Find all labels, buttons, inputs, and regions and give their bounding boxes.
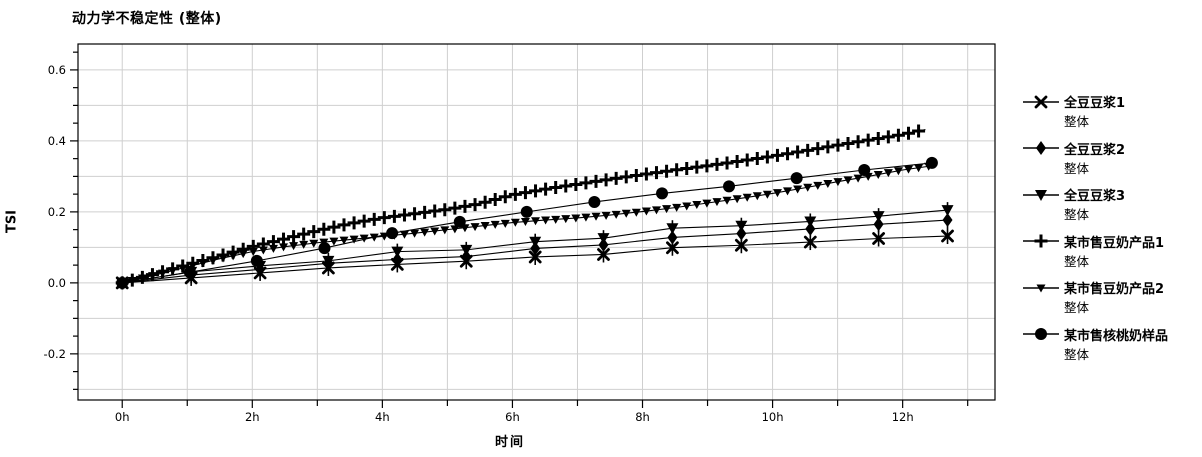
x-marker-icon [1023,95,1059,108]
chart-title: 动力学不稳定性 (整体) [72,11,222,27]
legend-sublabel: 整体 [1064,207,1090,222]
legend-label: 全豆豆浆1 [1064,96,1126,111]
legend-label: 全豆豆浆2 [1064,142,1126,158]
svg-text:12h: 12h [892,410,914,424]
y-axis-title: TSI [4,209,20,234]
legend-sublabel: 整体 [1064,300,1090,315]
svg-text:0h: 0h [115,410,130,424]
svg-text:0.6: 0.6 [48,63,66,77]
svg-text:-0.2: -0.2 [44,347,66,361]
svg-text:0.2: 0.2 [48,205,66,219]
legend-sublabel: 整体 [1064,160,1090,176]
triangle-down-marker-icon [1023,189,1059,201]
legend-label: 某市售核桃奶样品 [1064,328,1169,344]
legend: 全豆豆浆1 整体 全豆豆浆2 整体 全豆豆浆3 整体 某市售豆奶产品1 整体 [1022,92,1200,371]
svg-text:4h: 4h [375,410,390,424]
legend-sublabel: 整体 [1064,346,1090,362]
svg-text:8h: 8h [635,410,650,424]
svg-text:0.4: 0.4 [48,134,66,148]
svg-text:2h: 2h [245,410,260,424]
circle-marker-icon [1023,328,1059,340]
legend-label: 某市售豆奶产品2 [1064,282,1165,297]
legend-item: 某市售豆奶产品2 整体 [1022,278,1200,325]
x-axis-title: 时间 [494,435,525,450]
legend-sublabel: 整体 [1064,253,1090,269]
legend-item: 某市售核桃奶样品 整体 [1022,325,1200,372]
legend-label: 全豆豆浆3 [1064,189,1126,204]
legend-item: 全豆豆浆1 整体 [1022,92,1200,139]
svg-text:6h: 6h [505,410,520,424]
svg-text:0.0: 0.0 [48,276,66,290]
legend-item: 某市售豆奶产品1 整体 [1022,232,1200,279]
svg-text:10h: 10h [762,410,784,424]
diamond-marker-icon [1023,141,1059,155]
triangle-down-marker-icon [1023,284,1059,292]
legend-label: 某市售豆奶产品1 [1064,235,1165,251]
plus-marker-icon [1023,234,1059,248]
legend-item: 全豆豆浆3 整体 [1022,185,1200,232]
legend-sublabel: 整体 [1064,114,1090,129]
legend-item: 全豆豆浆2 整体 [1022,139,1200,186]
